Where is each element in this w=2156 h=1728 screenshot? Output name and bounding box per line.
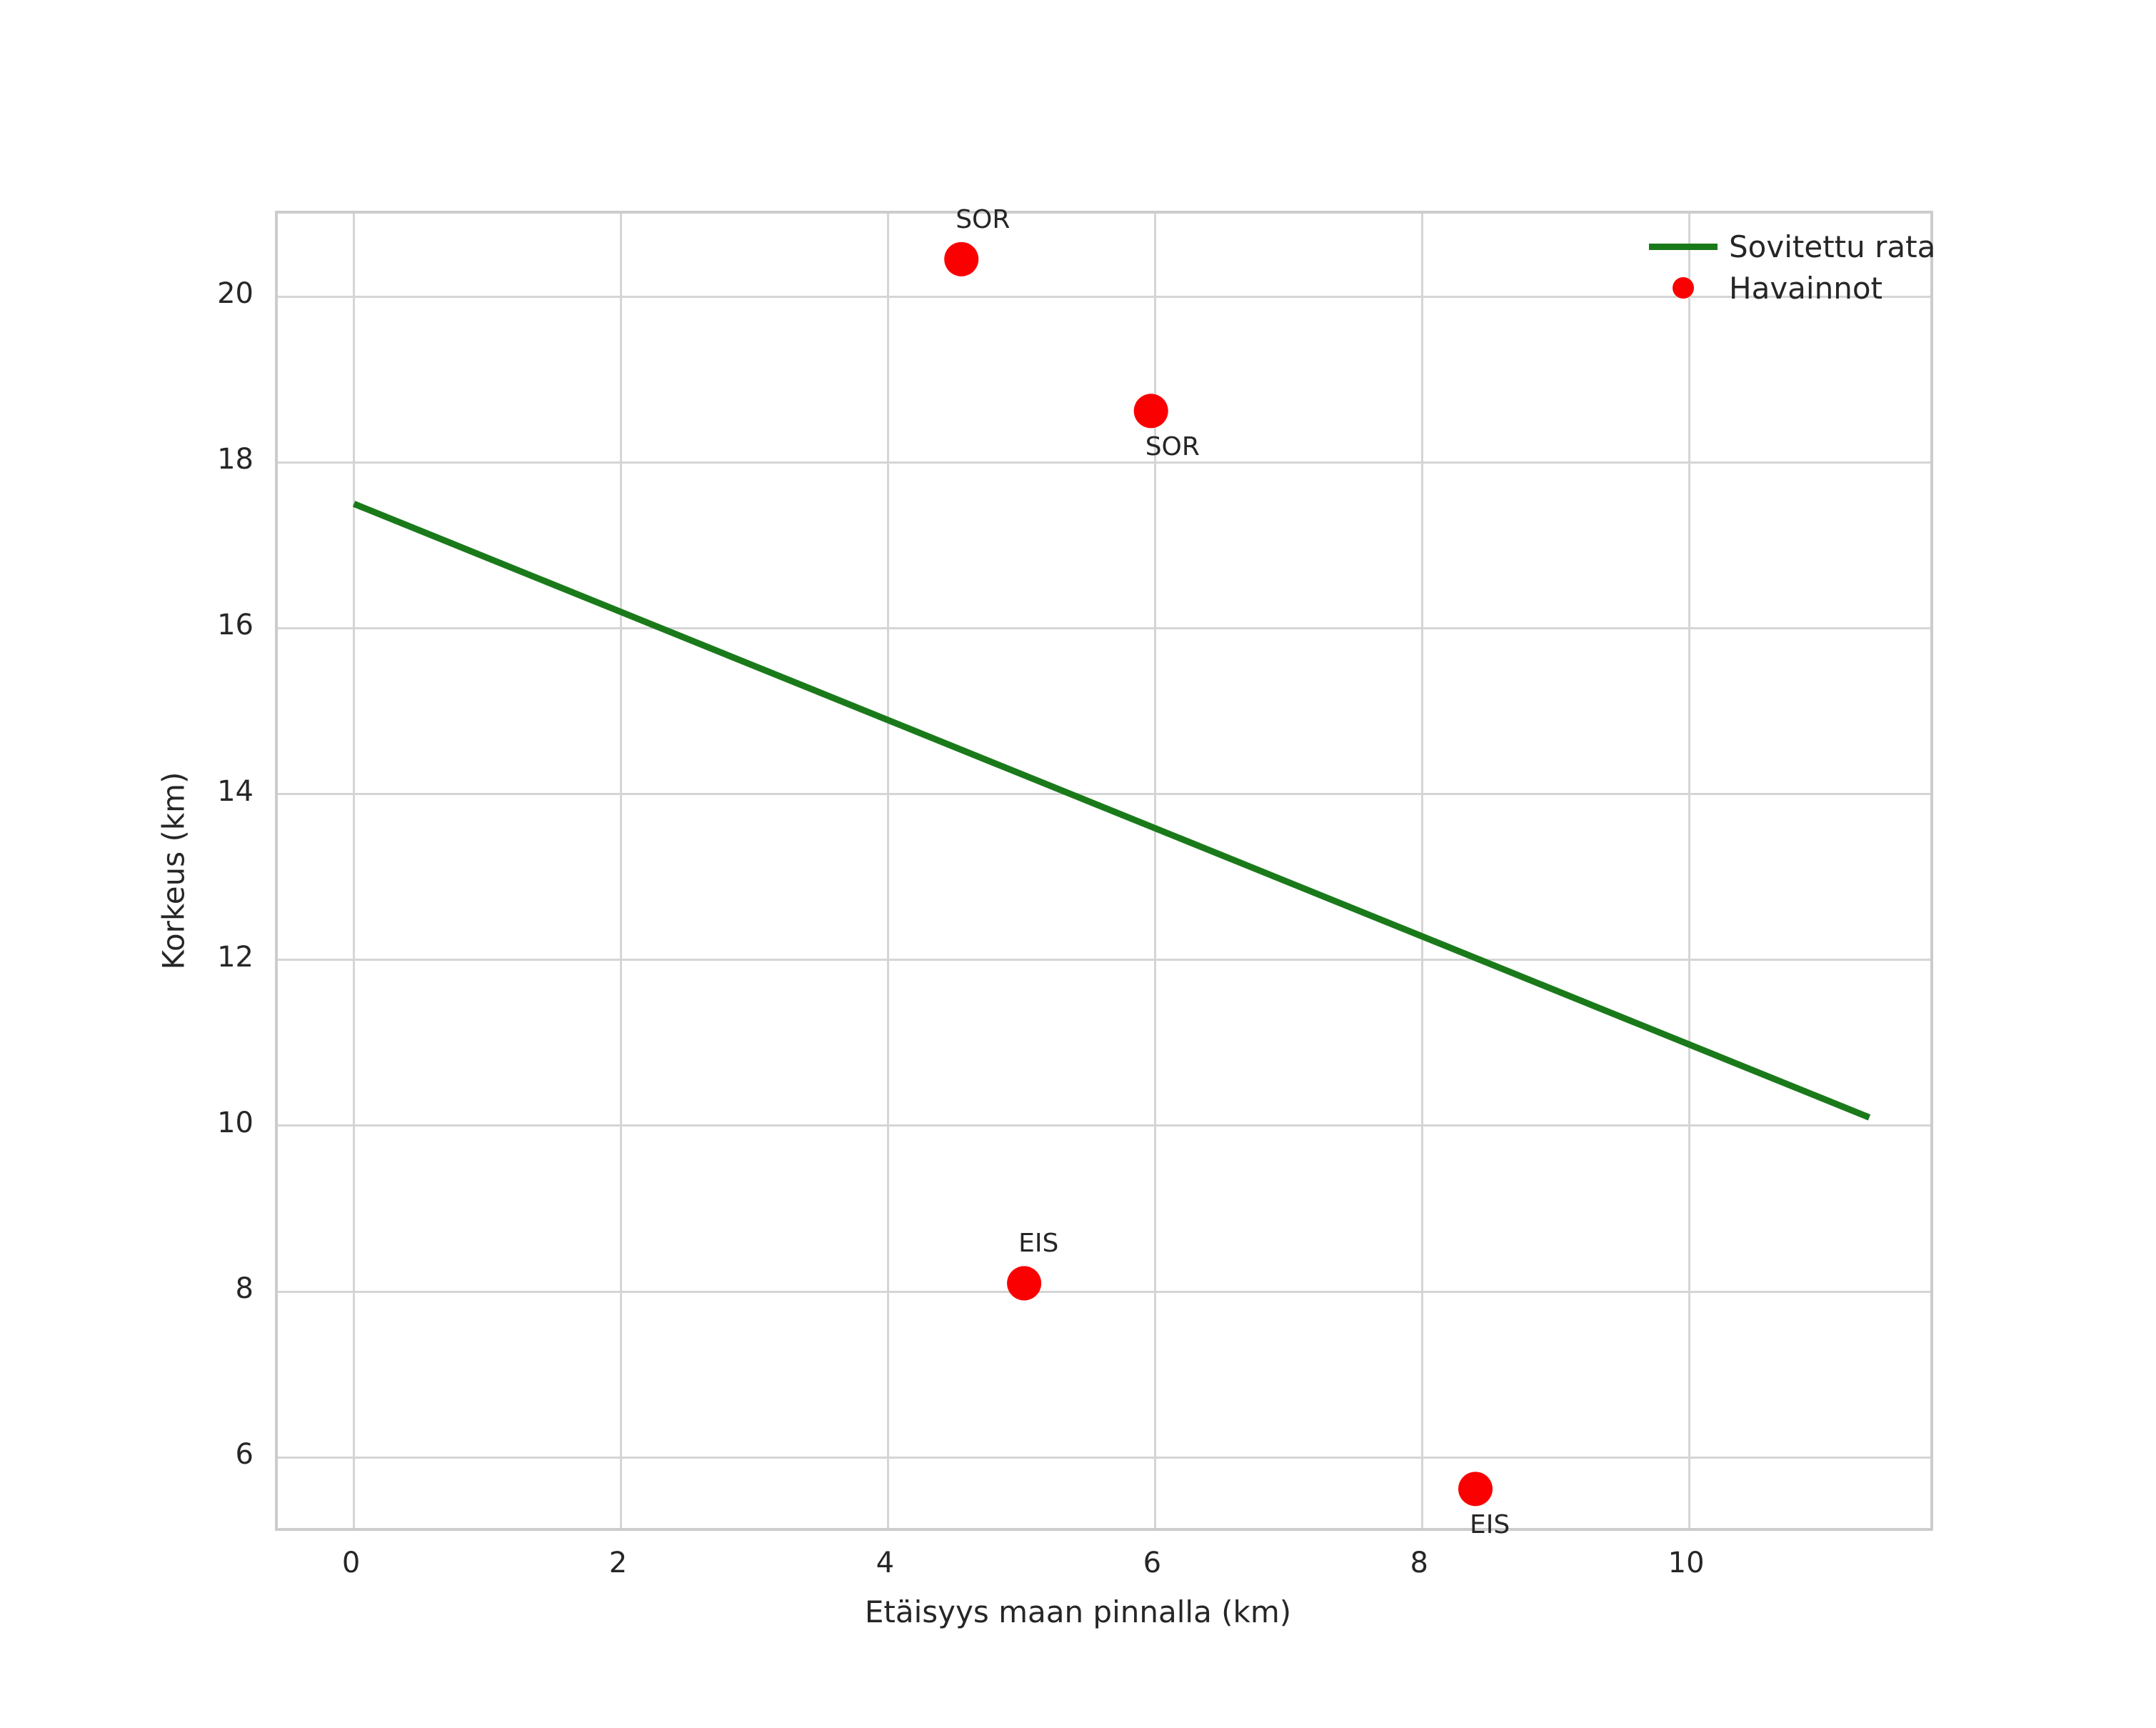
observation-marker (1133, 394, 1168, 429)
gridline-vertical (1420, 214, 1423, 1528)
plot-area: SOR SOR EIS EIS (275, 205, 1933, 1539)
legend-dot-icon (1638, 277, 1729, 299)
data-layer (352, 241, 1871, 1507)
gridline-horizontal (278, 1290, 1930, 1293)
gridline-vertical (1153, 214, 1156, 1528)
y-tick-label: 8 (235, 1272, 254, 1306)
legend-line-icon (1638, 243, 1729, 250)
gridline-vertical (619, 214, 622, 1528)
x-tick-label: 8 (1410, 1547, 1428, 1579)
fitted-line-path (352, 501, 1871, 1121)
point-label: EIS (1470, 1510, 1510, 1540)
x-tick-label: 2 (608, 1547, 628, 1579)
gridline-horizontal (278, 295, 1930, 298)
x-tick-label: 0 (341, 1547, 361, 1579)
legend-item: Sovitettu rata (1638, 226, 1935, 267)
y-tick-label: 6 (235, 1438, 254, 1472)
gridline-horizontal (278, 959, 1930, 962)
x-tick-label: 4 (876, 1547, 895, 1579)
x-axis-title: Etäisyys maan pinnalla (km) (864, 1594, 1292, 1629)
y-tick-label: 12 (217, 940, 254, 974)
gridline-vertical (1688, 214, 1690, 1528)
gridline-horizontal (278, 626, 1930, 629)
y-tick-label: 10 (217, 1106, 254, 1139)
dot-swatch (1673, 277, 1694, 299)
x-tick-label: 10 (1668, 1547, 1705, 1579)
gridline-vertical (886, 214, 889, 1528)
legend-item: Havainnot (1638, 267, 1916, 309)
chart-legend: Sovitettu rata Havainnot (1638, 226, 1935, 309)
y-tick-label: 14 (217, 774, 254, 808)
x-tick-label: 6 (1143, 1547, 1162, 1579)
point-label: SOR (1145, 432, 1200, 462)
observation-marker (944, 241, 979, 276)
fitted-trajectory-line (352, 501, 1871, 1121)
gridline-horizontal (278, 1456, 1930, 1459)
line-swatch (1649, 243, 1718, 250)
observation-marker (1007, 1266, 1042, 1301)
gridline-horizontal (278, 1124, 1930, 1127)
y-tick-label: 18 (217, 443, 254, 476)
point-label: EIS (1018, 1229, 1059, 1259)
observation-marker (1458, 1472, 1493, 1507)
legend-label: Sovitettu rata (1729, 229, 1936, 264)
y-tick-label: 20 (217, 277, 254, 311)
y-tick-label: 16 (217, 609, 254, 642)
gridline-horizontal (278, 461, 1930, 464)
observation-markers (944, 241, 1493, 1507)
gridline-horizontal (278, 793, 1930, 796)
legend-label: Havainnot (1729, 270, 1882, 306)
gridline-vertical (353, 214, 356, 1528)
point-label: SOR (956, 204, 1011, 234)
y-axis-title: Korkeus (km) (156, 771, 191, 970)
